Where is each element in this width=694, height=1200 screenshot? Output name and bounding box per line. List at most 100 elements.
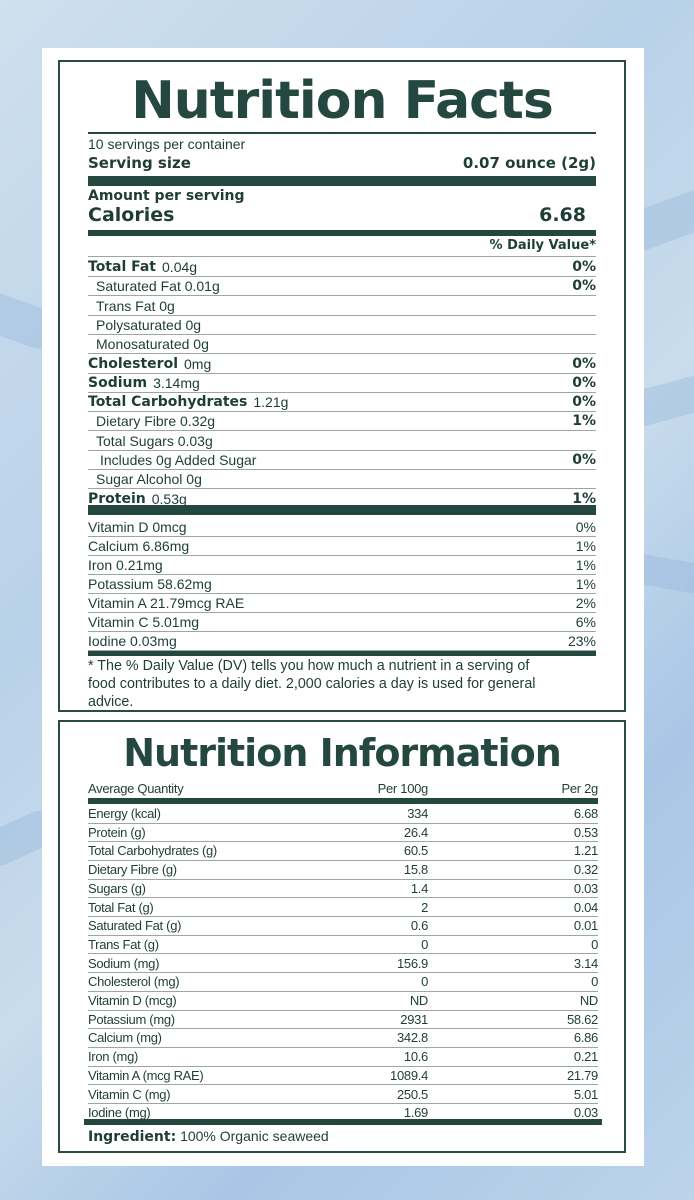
table-row: Energy (kcal) 334 6.68 <box>88 805 598 824</box>
vitamin-name: Potassium 58.62mg <box>88 576 212 592</box>
per-100g-cell: 250.5 <box>396 1086 428 1102</box>
vitamin-daily-value: 1% <box>575 576 596 592</box>
nutrition-information-title: Nutrition Information <box>123 731 562 775</box>
nutrient-daily-value: 0% <box>572 394 596 411</box>
nutrient-name: Total Carbohydrates <box>88 394 248 411</box>
table-row: Saturated Fat (g) 0.6 0.01 <box>88 917 598 936</box>
table-row: Total Carbohydrates (g) 60.5 1.21 <box>88 842 598 861</box>
table-row: Trans Fat (g) 0 0 <box>88 936 598 955</box>
quantity-name-cell: Vitamin C (mg) <box>88 1086 171 1102</box>
vitamin-name: Iodine 0.03mg <box>88 633 177 649</box>
per-100g-cell: 334 <box>407 806 428 821</box>
vitamin-name: Vitamin C 5.01mg <box>88 614 200 630</box>
serving-size-label: Serving size <box>88 154 191 172</box>
quantity-name-cell: Sugars (g) <box>88 880 146 896</box>
nutrient-amount: 1.21g <box>253 394 289 411</box>
quantity-name-cell: Energy (kcal) <box>88 806 161 821</box>
nutrient-row: Trans Fat 0g <box>88 297 596 316</box>
calories-row: Calories 6.68 <box>88 204 596 226</box>
per-100g-cell: 0 <box>421 974 428 990</box>
ingredient-row: Ingredient: 100% Organic seaweed <box>88 1128 596 1145</box>
nutrient-daily-value <box>536 335 596 353</box>
per-2g-cell: 5.01 <box>573 1086 598 1102</box>
per-100g-cell: 156.9 <box>396 955 428 971</box>
table-row: Sugars (g) 1.4 0.03 <box>88 880 598 899</box>
nutrition-facts-title: Nutrition Facts <box>131 71 554 131</box>
quantity-name-cell: Iodine (mg) <box>88 1105 151 1121</box>
header-per-100g: Per 100g <box>377 781 429 796</box>
nutrient-daily-value: 0% <box>572 278 596 295</box>
nutrient-daily-value: 1% <box>572 413 596 430</box>
table-row: Iron (mg) 10.6 0.21 <box>88 1048 598 1067</box>
per-2g-cell: 3.14 <box>573 955 598 971</box>
per-2g-cell: 0.32 <box>573 862 598 878</box>
nutrient-row: Monosaturated 0g <box>88 335 596 355</box>
nutrient-daily-value <box>536 470 596 488</box>
nutrient-daily-value: 0% <box>572 259 596 275</box>
nutrient-name: Dietary Fibre 0.32g <box>96 413 216 430</box>
nutrient-name: Total Fat <box>88 259 157 275</box>
per-100g-cell: 2931 <box>400 1011 428 1027</box>
vitamin-name: Calcium 6.86mg <box>88 538 190 554</box>
vitamin-daily-value: 2% <box>575 595 596 611</box>
nutrient-row: Dietary Fibre 0.32g 1% <box>88 412 596 432</box>
per-100g-cell: 10.6 <box>403 1049 428 1065</box>
vitamin-row: Potassium 58.62mg 1% <box>88 575 596 594</box>
per-100g-cell: 2 <box>421 899 428 915</box>
per-2g-cell: 0 <box>591 974 598 990</box>
quantity-name-cell: Total Carbohydrates (g) <box>88 843 217 859</box>
vitamin-daily-value: 0% <box>575 519 596 535</box>
per-2g-cell: 58.62 <box>566 1011 598 1027</box>
label-sheet: Nutrition Facts 10 servings per containe… <box>42 48 644 1166</box>
nutrient-name: Saturated Fat 0.01g <box>96 278 220 295</box>
nutrient-row: Total Fat 0.04g 0% <box>88 258 596 277</box>
header-average-quantity: Average Quantity <box>88 781 184 796</box>
per-2g-cell: 0.03 <box>573 880 598 896</box>
per-100g-cell: 60.5 <box>403 843 428 859</box>
nutrient-daily-value: 1% <box>572 490 596 507</box>
vitamin-row: Vitamin C 5.01mg 6% <box>88 613 596 632</box>
nutrient-row: Protein 0.53g 1% <box>88 490 596 509</box>
quantity-name-cell: Iron (mg) <box>88 1049 139 1065</box>
table-row: Vitamin C (mg) 250.5 5.01 <box>88 1086 598 1105</box>
dv-rule <box>88 256 596 257</box>
serving-size-value: 0.07 ounce (2g) <box>462 154 596 172</box>
quantity-name-cell: Total Fat (g) <box>88 899 154 915</box>
nutrition-information-panel: Nutrition Information Average Quantity P… <box>58 720 626 1153</box>
nutrient-daily-value: 0% <box>572 452 596 468</box>
footnote-line: food contributes to a daily diet. 2,000 … <box>88 676 536 692</box>
table-row: Cholesterol (mg) 0 0 <box>88 973 598 992</box>
quantity-name-cell: Trans Fat (g) <box>88 936 159 952</box>
vitamin-daily-value: 1% <box>575 538 596 554</box>
nutrient-name: Sodium <box>88 374 148 391</box>
header-rule <box>88 798 598 804</box>
vitamin-rule <box>88 505 596 515</box>
nutrient-row: Includes 0g Added Sugar 0% <box>88 451 596 470</box>
per-100g-cell: 0 <box>421 936 428 952</box>
daily-value-header: % Daily Value* <box>489 238 596 253</box>
nutrient-daily-value: 0% <box>572 355 596 372</box>
nutrient-row: Sodium 3.14mg 0% <box>88 374 596 393</box>
footnote-rule <box>88 651 596 656</box>
nutrient-row: Total Carbohydrates 1.21g 0% <box>88 393 596 413</box>
vitamin-row: Calcium 6.86mg 1% <box>88 537 596 556</box>
serving-rule <box>88 176 596 186</box>
nutrient-row: Total Sugars 0.03g <box>88 432 596 451</box>
calories-label: Calories <box>88 204 175 226</box>
per-100g-cell: 1.69 <box>403 1105 428 1121</box>
table-row: Dietary Fibre (g) 15.8 0.32 <box>88 861 598 880</box>
nutrient-name: Protein <box>88 490 146 507</box>
calories-value: 6.68 <box>539 204 586 226</box>
per-100g-cell: 0.6 <box>410 918 428 934</box>
vitamin-name: Iron 0.21mg <box>88 557 163 573</box>
vitamin-row: Iodine 0.03mg 23% <box>88 632 596 651</box>
nutrient-amount: 0mg <box>184 355 212 372</box>
nutrient-daily-value <box>536 297 596 315</box>
per-2g-cell: 0.53 <box>573 824 598 840</box>
nutrient-name: Monosaturated 0g <box>96 336 209 353</box>
vitamin-daily-value: 6% <box>575 614 596 630</box>
nutrient-daily-value <box>536 316 596 334</box>
per-100g-cell: 26.4 <box>403 824 428 840</box>
table-row: Potassium (mg) 2931 58.62 <box>88 1011 598 1030</box>
quantity-name-cell: Potassium (mg) <box>88 1011 175 1027</box>
